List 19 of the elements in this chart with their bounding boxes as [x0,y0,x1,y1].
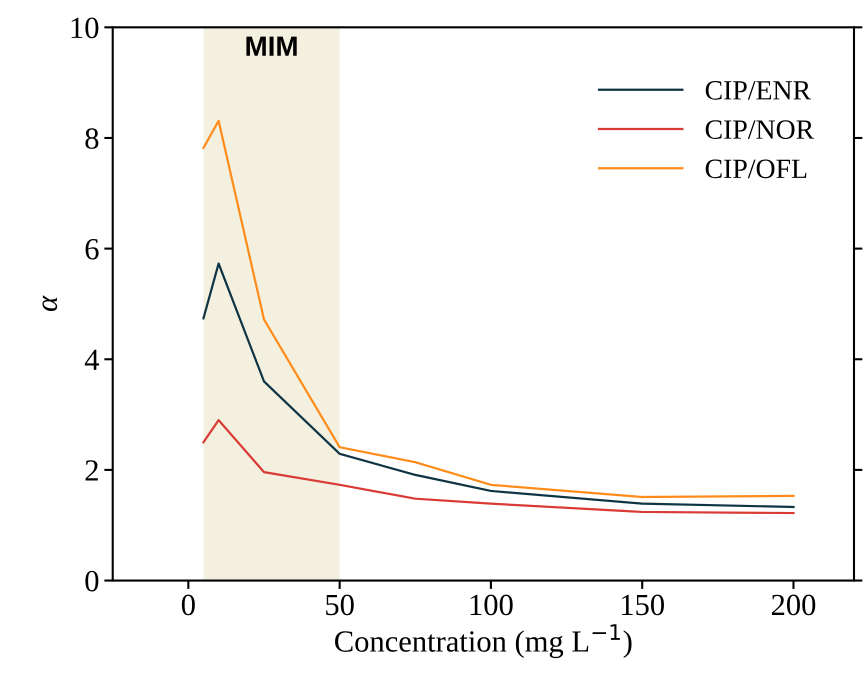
y-axis-title: α [42,295,58,312]
x-tick-label: 200 [772,594,816,616]
legend-label: CIP/ENR [706,81,812,100]
x-axis-title: Concentration (mg L$^{−1}$) [335,624,632,658]
x-tick-label: 50 [326,594,354,616]
y-tick-label: 8 [85,128,98,149]
y-tick-label: 0 [85,570,98,592]
y-tick-label: 10 [72,18,98,38]
line-series [202,419,795,514]
x-tick-label: 100 [470,594,513,616]
x-tick-label: 150 [622,594,664,616]
legend-label: CIP/NOR [706,120,814,139]
y-tick-label: 2 [86,460,98,481]
legend-label: CIP/OFL [706,160,806,178]
band-label: MIM [246,36,297,56]
line-series [202,262,795,508]
x-tick-label: 0 [182,594,195,616]
y-tick-label: 4 [84,350,100,370]
y-tick-label: 6 [86,238,99,260]
